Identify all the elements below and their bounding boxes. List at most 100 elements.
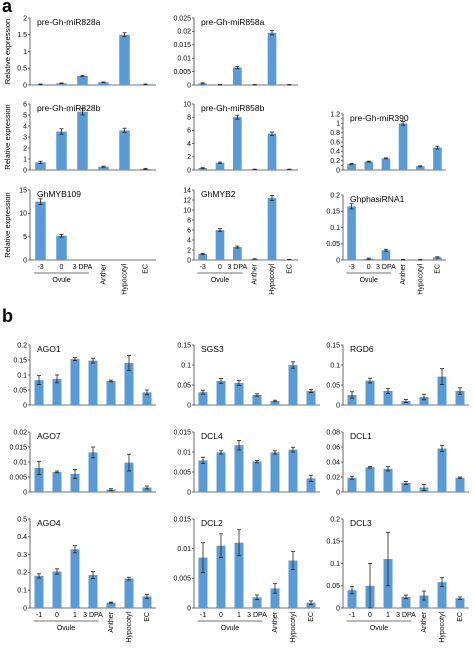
- bar: [70, 549, 80, 608]
- x-category-label: -3: [200, 264, 206, 271]
- bar: [142, 392, 152, 405]
- y-tick-label: 8: [187, 217, 191, 224]
- y-tick-label: 14: [183, 187, 191, 194]
- chart-panel-16: 0 0.05 0.1 0.15 0.2 DCL3 -1 0 1 3 DPA Anther Hypoco…: [326, 516, 469, 643]
- y-tick-label: 0: [187, 489, 191, 496]
- bar: [398, 123, 408, 170]
- chart-panel-3: 0 2 4 6 8 10 pre-Gh-miR858b: [183, 101, 298, 174]
- bar: [124, 578, 134, 608]
- bar: [270, 452, 280, 492]
- x-category-label: EC: [286, 264, 293, 274]
- ovule-label: Ovule: [52, 277, 70, 284]
- y-tick-label: 2: [23, 15, 27, 22]
- y-tick-label: 12: [183, 197, 191, 204]
- y-tick-label: 0.025: [173, 15, 191, 22]
- x-category-label: 0: [218, 264, 222, 271]
- bar: [419, 397, 429, 405]
- y-tick-label: 10: [183, 207, 191, 214]
- y-tick-label: 0.1: [17, 372, 27, 379]
- y-tick-label: 5: [23, 112, 27, 119]
- x-category-label: Hypocotyl: [122, 264, 129, 295]
- chart-title: GhphasiRNA1: [350, 194, 405, 204]
- y-tick-label: 6: [187, 128, 191, 135]
- bar: [233, 247, 242, 260]
- y-axis-label: Relative expression: [3, 104, 12, 169]
- y-tick-label: 0.6: [330, 139, 340, 146]
- bar: [142, 596, 152, 608]
- bar: [381, 158, 391, 170]
- y-tick-label: 0.1: [330, 362, 340, 369]
- y-axis-label: Relative expression: [3, 19, 12, 84]
- ovule-label: Ovule: [221, 625, 239, 632]
- chart-panel-15: 0 0.005 0.01 0.015 DCL2 -1 0 1 3 DPA Anther Hypoco…: [173, 516, 320, 643]
- chart-title: DCL4: [201, 431, 223, 441]
- y-tick-label: 8: [187, 115, 191, 122]
- y-tick-label: 0.2: [330, 516, 340, 523]
- y-tick-label: 2: [187, 247, 191, 254]
- x-category-label: Hypocotyl: [269, 264, 276, 295]
- x-category-label: 3 DPA: [73, 264, 93, 271]
- x-category-label: EC: [143, 264, 150, 274]
- x-category-label: 1: [386, 612, 390, 619]
- x-category-label: 0: [55, 612, 59, 619]
- bar: [34, 468, 44, 492]
- bar: [233, 117, 242, 170]
- chart-panel-10: 0 0.05 0.1 0.15 RGD6: [326, 342, 469, 409]
- y-tick-label: 0: [187, 605, 191, 612]
- bar: [306, 602, 316, 608]
- bar: [233, 67, 242, 85]
- bar: [433, 257, 442, 260]
- x-category-label: Anther: [252, 263, 259, 284]
- chart-title: pre-Gh-miR828b: [37, 103, 101, 113]
- chart-panel-2: 0 1 2 3 4 5 6 pre-Gh-miR828b Relative expression: [3, 101, 156, 174]
- x-category-label: EC: [434, 264, 441, 274]
- chart-panel-9: 0 0.05 0.1 0.15 SGS3: [177, 342, 320, 409]
- y-tick-label: 1: [336, 121, 340, 128]
- y-tick-label: 0.005: [9, 474, 27, 481]
- bar: [455, 477, 465, 492]
- y-tick-label: 2: [23, 145, 27, 152]
- x-category-label: Hypocotyl: [126, 612, 133, 643]
- y-tick-label: 0: [23, 489, 27, 496]
- chart-panel-13: 0 0.02 0.04 0.06 0.08 DCL1: [326, 429, 469, 496]
- y-tick-label: 0.1: [330, 561, 340, 568]
- bar: [383, 391, 393, 405]
- bar: [35, 162, 46, 170]
- bar: [198, 460, 208, 492]
- bar: [142, 487, 152, 492]
- y-tick-label: 0.06: [326, 444, 340, 451]
- y-tick-label: 0.02: [326, 474, 340, 481]
- bar: [216, 452, 226, 492]
- x-category-label: -1: [36, 612, 42, 619]
- bar: [119, 34, 130, 85]
- y-tick-label: 0.1: [17, 588, 27, 595]
- y-tick-label: 0.01: [177, 449, 191, 456]
- panel-letter-b: b: [2, 306, 13, 326]
- bar: [56, 131, 67, 170]
- y-tick-label: 0.4: [330, 149, 340, 156]
- bar: [88, 575, 98, 608]
- ovule-label: Ovule: [211, 277, 229, 284]
- x-category-label: 3 DPA: [247, 612, 267, 619]
- y-tick-label: 0: [336, 257, 340, 264]
- y-tick-label: 1.2: [330, 111, 340, 118]
- bar: [401, 483, 411, 492]
- bar: [124, 363, 134, 405]
- x-category-label: 3 DPA: [83, 612, 103, 619]
- x-category-label: 0: [368, 612, 372, 619]
- y-tick-label: 0: [336, 605, 340, 612]
- bar: [252, 597, 262, 608]
- bar: [98, 82, 109, 85]
- x-category-label: Hypocotyl: [417, 264, 424, 295]
- bar: [52, 471, 62, 492]
- bar: [455, 391, 465, 405]
- bar: [347, 590, 357, 608]
- bar: [252, 395, 262, 405]
- chart-title: pre-Gh-miR390: [350, 113, 409, 123]
- bar: [98, 166, 109, 170]
- x-category-label: EC: [457, 612, 464, 622]
- bar: [381, 250, 391, 260]
- y-tick-label: 0.04: [326, 459, 340, 466]
- y-tick-label: 0.15: [13, 357, 27, 364]
